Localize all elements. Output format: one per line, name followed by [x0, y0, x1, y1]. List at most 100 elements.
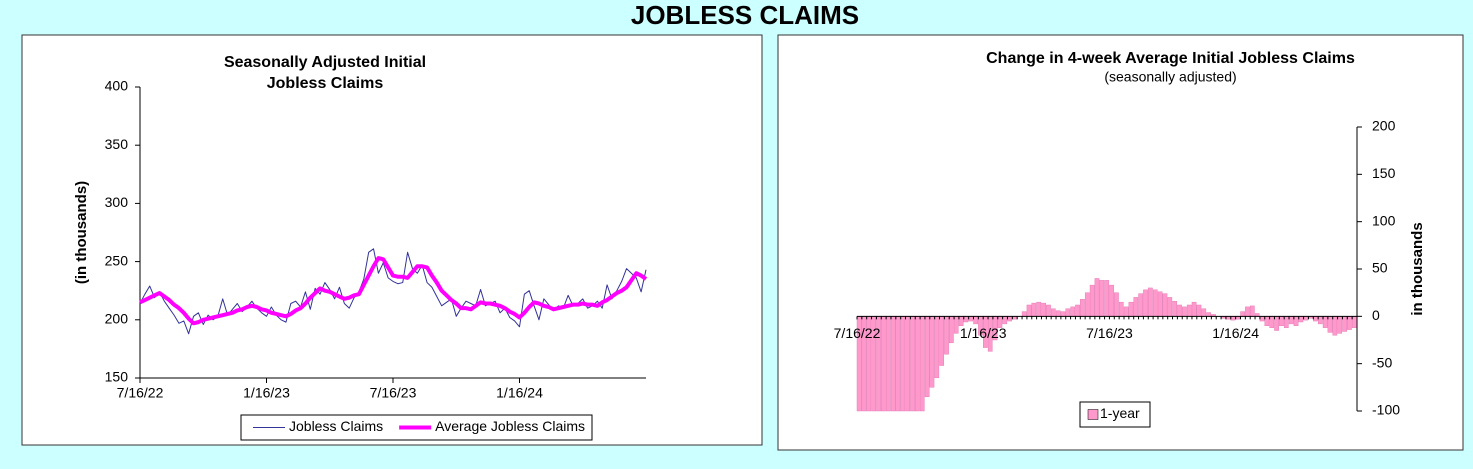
bar: [1293, 316, 1299, 327]
bar: [1128, 301, 1134, 317]
bar: [1094, 278, 1100, 317]
bar: [881, 316, 886, 412]
bar: [1109, 284, 1114, 317]
bar: [953, 316, 959, 334]
x-tick-label: 1/16/23: [960, 325, 1007, 341]
bar: [905, 316, 910, 412]
bar: [1269, 316, 1275, 328]
bar: [1230, 316, 1236, 321]
legend-label: 1-year: [1100, 405, 1140, 421]
bar: [1031, 302, 1037, 317]
x-tick-label: 1/16/24: [1212, 325, 1259, 341]
bar: [1089, 284, 1095, 317]
bar: [895, 316, 901, 412]
bar: [900, 316, 906, 412]
bar: [1143, 289, 1148, 317]
bar: [1055, 310, 1061, 317]
chart-title: Seasonally Adjusted Initial: [224, 54, 426, 71]
bar: [1283, 316, 1289, 328]
bar: [1036, 301, 1042, 317]
bar: [1070, 306, 1076, 317]
bar: [1259, 316, 1265, 322]
bar: [1279, 316, 1284, 327]
bar: [1167, 297, 1173, 317]
bar: [924, 316, 930, 398]
bar: [1347, 316, 1352, 330]
bar: [1196, 304, 1202, 317]
bar: [1172, 300, 1177, 317]
x-tick-label: 7/16/22: [117, 385, 164, 401]
bar: [934, 316, 940, 379]
y-tick-label: 200: [1372, 118, 1396, 134]
x-tick-label: 1/16/24: [496, 385, 543, 401]
bar: [1099, 280, 1105, 317]
bar: [1342, 316, 1347, 332]
bar: [1240, 311, 1245, 317]
bar: [1264, 316, 1270, 327]
x-tick-label: 1/16/23: [243, 385, 290, 401]
bar: [949, 316, 954, 344]
x-tick-label: 7/16/23: [370, 385, 417, 401]
legend-swatch: [1087, 409, 1099, 420]
chart-title: Change in 4-week Average Initial Jobless…: [986, 50, 1355, 67]
line-series: [139, 256, 648, 326]
page-title: JOBLESS CLAIMS: [631, 0, 859, 30]
bar: [1162, 293, 1168, 317]
bar: [1317, 316, 1323, 325]
chart-panel: [21, 34, 763, 446]
bar: [1114, 292, 1119, 317]
bar: [1080, 299, 1085, 317]
bar: [1021, 311, 1027, 317]
bar: [968, 316, 974, 322]
bar: [1065, 308, 1071, 317]
bar: [890, 316, 896, 412]
y-tick-label: -100: [1372, 402, 1400, 418]
chart-title: Jobless Claims: [267, 75, 384, 92]
bar: [1351, 316, 1357, 328]
x-tick-label: 7/16/22: [834, 325, 881, 341]
bar: [1201, 308, 1207, 317]
legend-label: Jobless Claims: [289, 418, 383, 434]
bar: [944, 316, 949, 355]
y-tick-label: -50: [1372, 354, 1392, 370]
bar: [1186, 304, 1192, 317]
y-axis-label: in thousands: [1409, 222, 1426, 315]
x-tick-label: 7/16/23: [1086, 325, 1133, 341]
y-tick-label: 300: [105, 194, 129, 210]
bar: [915, 316, 920, 412]
bar: [885, 316, 891, 412]
chart-subtitle: (seasonally adjusted): [1104, 69, 1236, 85]
bar: [1332, 316, 1338, 336]
bar: [1298, 316, 1304, 323]
y-tick-label: 250: [105, 252, 129, 268]
bar: [1133, 297, 1139, 317]
y-tick-label: 0: [1372, 307, 1380, 323]
y-tick-label: 50: [1372, 260, 1388, 276]
bar: [1288, 316, 1294, 325]
bar: [1041, 302, 1046, 317]
bar: [929, 316, 935, 388]
bar: [1191, 301, 1197, 317]
bar: [973, 316, 978, 325]
bar: [1118, 301, 1124, 317]
bar: [1084, 292, 1090, 317]
bar: [1060, 311, 1066, 317]
bar: [919, 316, 925, 412]
y-tick-label: 200: [105, 311, 129, 327]
y-tick-label: 150: [1372, 165, 1396, 181]
bar: [1327, 316, 1333, 333]
bar: [1148, 287, 1153, 317]
y-tick-label: 100: [1372, 212, 1396, 228]
y-tick-label: 350: [105, 136, 129, 152]
bar: [1138, 293, 1144, 317]
bar: [1206, 312, 1211, 317]
bar: [1002, 316, 1008, 325]
bar: [1104, 280, 1110, 317]
bar: [1337, 316, 1343, 334]
bar: [1123, 306, 1129, 317]
bar: [1303, 316, 1309, 321]
bar: [1152, 289, 1158, 317]
bar: [1026, 304, 1032, 317]
y-tick-label: 400: [105, 78, 129, 94]
